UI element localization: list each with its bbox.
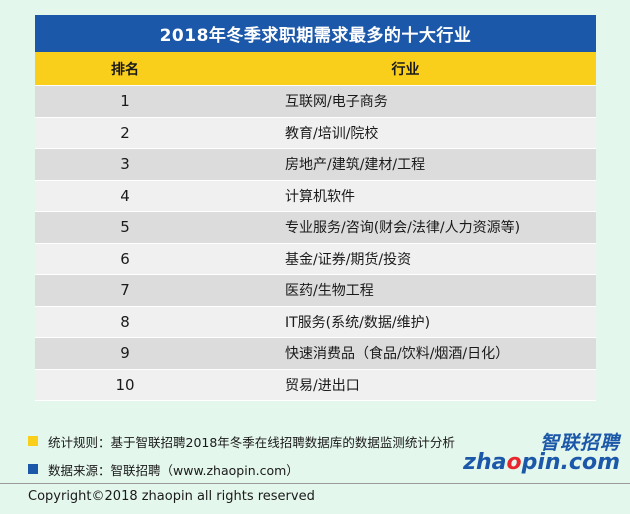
industry-cell: 房地产/建筑/建材/工程 bbox=[285, 157, 426, 174]
industry-cell: 医药/生物工程 bbox=[285, 283, 374, 300]
rank-cell: 8 bbox=[120, 312, 130, 331]
industry-cell: 互联网/电子商务 bbox=[285, 94, 388, 111]
notes: 统计规则：基于智联招聘2018年冬季在线招聘数据库的数据监测统计分析 数据来源：… bbox=[28, 430, 455, 486]
note-rule-text: 统计规则：基于智联招聘2018年冬季在线招聘数据库的数据监测统计分析 bbox=[48, 434, 455, 450]
rank-cell: 1 bbox=[120, 92, 130, 111]
logo-en-post: pin.com bbox=[521, 450, 620, 475]
zhaopin-logo: 智联招聘 zhaopin.com bbox=[463, 430, 622, 478]
table-row: 5 专业服务/咨询(财会/法律/人力资源等) bbox=[35, 212, 596, 244]
yellow-square-icon bbox=[28, 436, 38, 446]
rank-cell: 5 bbox=[120, 218, 130, 237]
table-row: 2 教育/培训/院校 bbox=[35, 117, 596, 149]
logo-en-text: zhaopin.com bbox=[463, 450, 620, 475]
table-header-row: 排名 行业 bbox=[35, 52, 596, 86]
industry-cell: 贸易/进出口 bbox=[285, 377, 360, 394]
rank-cell: 10 bbox=[115, 375, 135, 394]
note-source: 数据来源：智联招聘（www.zhaopin.com） bbox=[28, 458, 455, 480]
table-row: 9 快速消费品（食品/饮料/烟酒/日化） bbox=[35, 338, 596, 370]
note-rule: 统计规则：基于智联招聘2018年冬季在线招聘数据库的数据监测统计分析 bbox=[28, 430, 455, 452]
logo-cn-text: 智联招聘 bbox=[539, 432, 620, 454]
table-title: 2018年冬季求职期需求最多的十大行业 bbox=[35, 15, 596, 52]
rank-cell: 4 bbox=[120, 186, 130, 205]
industry-cell: 基金/证券/期货/投资 bbox=[285, 251, 412, 268]
header-rank: 排名 bbox=[111, 61, 139, 78]
logo-en-pre: zha bbox=[463, 450, 507, 475]
copyright-text: Copyright©2018 zhaopin all rights reserv… bbox=[28, 489, 315, 504]
industry-table: 2018年冬季求职期需求最多的十大行业 排名 行业 1 互联网/电子商务 2 教育/培… bbox=[35, 15, 596, 401]
table-row: 1 互联网/电子商务 bbox=[35, 86, 596, 118]
rank-cell: 6 bbox=[120, 249, 130, 268]
industry-cell: 快速消费品（食品/饮料/烟酒/日化） bbox=[285, 346, 510, 363]
table-row: 8 IT服务(系统/数据/维护) bbox=[35, 306, 596, 338]
header-industry: 行业 bbox=[391, 61, 420, 78]
rank-cell: 9 bbox=[120, 344, 130, 363]
table-body: 1 互联网/电子商务 2 教育/培训/院校 3 房地产/建筑/建材/工程 4 计算机软件 5 专业… bbox=[35, 86, 596, 401]
rank-cell: 2 bbox=[120, 123, 130, 142]
note-source-text: 数据来源：智联招聘（www.zhaopin.com） bbox=[48, 462, 299, 478]
table-row: 6 基金/证券/期货/投资 bbox=[35, 243, 596, 275]
footer-divider bbox=[0, 483, 630, 484]
blue-square-icon bbox=[28, 464, 38, 474]
industry-cell: 计算机软件 bbox=[285, 188, 355, 205]
table-row: 7 医药/生物工程 bbox=[35, 275, 596, 307]
rank-cell: 3 bbox=[120, 155, 130, 174]
table-row: 10 贸易/进出口 bbox=[35, 369, 596, 401]
table-row: 3 房地产/建筑/建材/工程 bbox=[35, 149, 596, 181]
table-row: 4 计算机软件 bbox=[35, 180, 596, 212]
industry-cell: 教育/培训/院校 bbox=[285, 125, 379, 142]
rank-cell: 7 bbox=[120, 281, 130, 300]
logo-en-o: o bbox=[506, 450, 522, 475]
industry-cell: 专业服务/咨询(财会/法律/人力资源等) bbox=[285, 220, 521, 237]
industry-cell: IT服务(系统/数据/维护) bbox=[285, 314, 431, 331]
